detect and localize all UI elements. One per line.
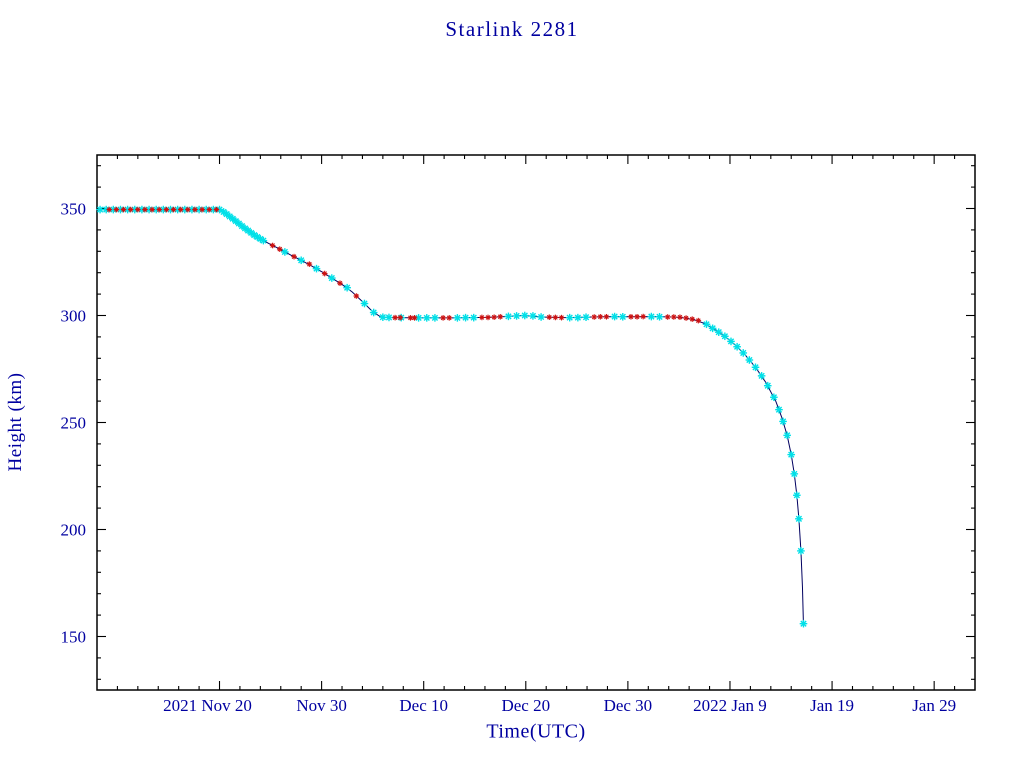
x-tick-label: Jan 19: [810, 696, 854, 715]
y-tick-label: 250: [61, 414, 87, 433]
axis-tick-labels: 2021 Nov 20 Nov 30 Dec 10 Dec 20 Dec 30 2022 …: [61, 200, 957, 716]
plot-frame: [96, 154, 976, 691]
x-axis-label: Time(UTC): [486, 720, 586, 743]
y-tick-label: 150: [61, 628, 87, 647]
cyan-observation-markers: [96, 205, 808, 628]
x-tick-label: Jan 29: [912, 696, 956, 715]
x-tick-label: Dec 20: [501, 696, 550, 715]
x-tick-label: Nov 30: [296, 696, 347, 715]
x-tick-label: Dec 30: [604, 696, 653, 715]
axis-ticks: [97, 155, 975, 690]
y-axis-label: Height (km): [5, 372, 26, 472]
x-tick-label: Dec 10: [399, 696, 448, 715]
y-tick-label: 300: [61, 307, 87, 326]
x-tick-label: 2022 Jan 9: [693, 696, 767, 715]
y-tick-label: 350: [61, 200, 87, 219]
x-tick-label: 2021 Nov 20: [163, 696, 252, 715]
height-track-line: [97, 209, 804, 626]
red-observation-markers: [106, 206, 702, 324]
y-tick-label: 200: [61, 521, 87, 540]
chart-title: Starlink 2281: [445, 17, 579, 41]
